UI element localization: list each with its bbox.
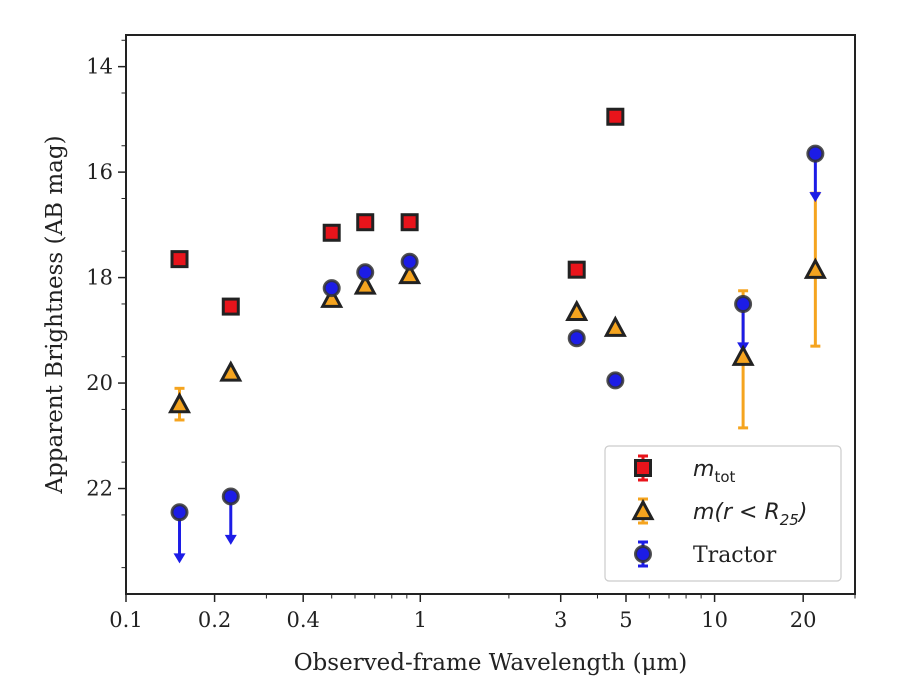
- legend-label: m(r < R25): [693, 500, 807, 529]
- x-tick-label: 3: [554, 608, 567, 632]
- x-tick-label: 0.4: [286, 608, 319, 632]
- x-axis-label: Observed-frame Wavelength (μm): [294, 650, 688, 676]
- data-point: [400, 252, 419, 271]
- upper-limit-arrow: [809, 192, 822, 203]
- data-point: [803, 257, 827, 279]
- x-tick-label: 10: [701, 608, 728, 632]
- legend-item: Tractor: [634, 540, 777, 568]
- series-square-points: [170, 107, 625, 316]
- legend-label: mtot: [693, 457, 735, 486]
- legend-marker: [634, 459, 652, 477]
- data-point: [353, 273, 377, 295]
- legend-label: Tractor: [693, 543, 777, 568]
- data-point: [567, 260, 586, 279]
- data-point: [221, 297, 240, 316]
- y-tick-label: 14: [86, 55, 113, 79]
- legend-box: [604, 445, 842, 582]
- data-point: [322, 279, 341, 298]
- y-tick-label: 20: [86, 371, 113, 395]
- x-tick-label: 5: [619, 608, 632, 632]
- data-point: [603, 315, 627, 337]
- data-point: [606, 107, 625, 126]
- x-tick-label: 0.1: [109, 608, 142, 632]
- data-point: [567, 329, 586, 348]
- data-point: [565, 299, 589, 322]
- legend-marker: [634, 545, 652, 563]
- y-tick-label: 18: [86, 266, 113, 290]
- data-point: [170, 250, 189, 269]
- legend-marker: [631, 498, 655, 521]
- plot-frame: [125, 34, 856, 595]
- data-point: [731, 344, 755, 366]
- y-tick-label: 22: [86, 477, 113, 501]
- x-axis: 0.1 0.2 0.4 1 3 5 10 20: [109, 594, 856, 632]
- y-tick-label: 16: [86, 160, 113, 184]
- data-point: [219, 360, 243, 382]
- y-axis: 14 16 18 20 22: [86, 39, 126, 569]
- series-triangle-errors: [174, 191, 821, 430]
- data-point: [806, 144, 825, 163]
- upper-limit-arrow: [173, 553, 186, 564]
- data-point: [320, 286, 344, 308]
- data-point: [221, 487, 240, 506]
- y-axis-label: Apparent Brightness (AB mag): [42, 135, 68, 494]
- data-point: [170, 503, 189, 522]
- legend: mtot m(r < R25) Tractor: [604, 445, 842, 582]
- data-point: [734, 294, 753, 313]
- x-tick-label: 20: [790, 608, 817, 632]
- data-point: [167, 391, 192, 414]
- plot-marks: [167, 107, 827, 564]
- legend-item: mtot: [634, 454, 735, 486]
- data-point: [398, 262, 422, 285]
- legend-label-tail: ): [797, 500, 808, 525]
- legend-label-main: m(r < R: [693, 500, 780, 525]
- legend-item: m(r < R25): [631, 497, 807, 529]
- legend-label-sub: 25: [780, 511, 799, 529]
- series-circle-points: [170, 144, 825, 522]
- legend-label-main: m: [693, 457, 714, 482]
- data-point: [356, 213, 375, 232]
- series-triangle-points: [167, 257, 827, 414]
- data-point: [400, 213, 419, 232]
- upper-limit-arrow: [224, 534, 237, 545]
- x-tick-label: 0.2: [198, 608, 231, 632]
- data-point: [356, 263, 375, 282]
- data-point: [606, 371, 625, 390]
- legend-label-sub: tot: [714, 468, 735, 486]
- x-tick-label: 1: [414, 608, 427, 632]
- data-point: [322, 223, 341, 242]
